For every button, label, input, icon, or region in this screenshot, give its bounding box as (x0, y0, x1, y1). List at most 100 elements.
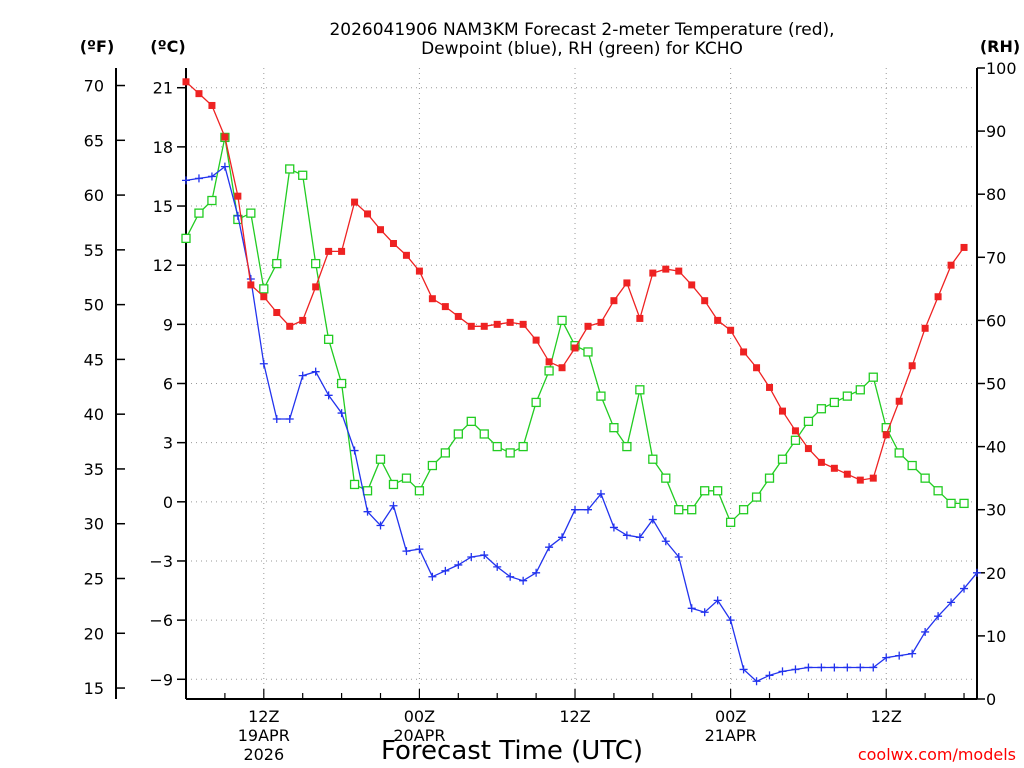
dewpoint-point (752, 677, 761, 686)
relative-humidity-point (336, 378, 347, 389)
temperature-point (364, 210, 372, 218)
dewpoint-point (973, 568, 981, 577)
temperature-point (208, 101, 216, 109)
temperature-point (312, 283, 320, 291)
temperature-point (221, 133, 229, 141)
relative-humidity-point (246, 208, 256, 218)
dewpoint-point (285, 414, 294, 423)
dewpoint-point (480, 551, 489, 560)
relative-humidity-point (440, 448, 450, 458)
relative-humidity-point (362, 486, 373, 496)
temperature-point (377, 226, 385, 234)
temperature-point (467, 322, 475, 330)
dewpoint-point (661, 537, 670, 546)
relative-humidity-point (907, 460, 917, 471)
dewpoint-point (337, 409, 346, 418)
temperature-point (234, 192, 242, 200)
credit-text: coolwx.com/models (858, 745, 1016, 764)
temperature-point (804, 445, 812, 453)
temperature-point (688, 281, 696, 289)
relative-humidity-point (713, 486, 723, 496)
relative-humidity-point (388, 479, 399, 490)
temperature-point (182, 78, 190, 86)
tick-labels: −9 −6 −3 0 3 6 9 12 15 18 21 15 20 25 30 35 40 45 50 55 60 65… (84, 59, 1017, 764)
dewpoint-point (402, 547, 411, 556)
relative-humidity-line (185, 137, 964, 524)
temperature-point (260, 293, 268, 301)
relative-humidity-point (596, 391, 606, 401)
dewpoint-point (493, 562, 502, 571)
relative-humidity-point (414, 486, 425, 496)
temperature-point (701, 297, 709, 305)
relative-humidity-point (661, 473, 671, 483)
dewpoint-point (519, 576, 528, 585)
temperature-point (714, 316, 722, 324)
rh-tick-label: 40 (986, 438, 1006, 457)
celsius-tick-label: 12 (153, 256, 173, 275)
dewpoint-point (467, 553, 476, 562)
relative-humidity-point (492, 441, 502, 452)
relative-humidity-point (959, 498, 969, 509)
dewpoint-point (921, 627, 930, 636)
dewpoint-point (259, 359, 268, 368)
temperature-point (195, 90, 203, 98)
x-tick-label: 00Z (715, 707, 746, 726)
x-tick-label: 00Z (404, 707, 435, 726)
relative-humidity-point (738, 505, 749, 515)
relative-humidity-point (375, 454, 386, 464)
relative-humidity-point (181, 233, 191, 244)
dewpoint-point (220, 162, 229, 171)
dewpoint-point (687, 604, 696, 613)
relative-humidity-point (622, 441, 632, 452)
dewpoint-point (532, 568, 541, 577)
dewpoint-point (622, 531, 631, 540)
dewpoint-point (830, 663, 839, 672)
temperature-point (299, 316, 307, 324)
celsius-unit-label: (ºC) (150, 37, 185, 56)
rh-tick-label: 10 (986, 627, 1006, 646)
temperature-point (843, 470, 851, 478)
celsius-tick-label: 6 (163, 375, 173, 394)
relative-humidity-point (518, 441, 528, 452)
dewpoint-point (454, 560, 463, 569)
temperature-point (402, 251, 410, 259)
dewpoint-point (506, 572, 515, 581)
dewpoint-point (596, 489, 605, 498)
relative-humidity-point (259, 284, 269, 294)
dewpoint-point (895, 651, 904, 660)
relative-humidity-point (557, 315, 567, 326)
relative-humidity-point (635, 385, 645, 395)
temperature-point (662, 265, 670, 273)
dewpoint-point (350, 446, 359, 455)
dewpoint-point (558, 533, 567, 542)
temperature-point (908, 362, 916, 370)
fahrenheit-tick-label: 40 (84, 405, 104, 424)
dewpoint-point (869, 663, 878, 672)
fahrenheit-tick-label: 45 (84, 350, 104, 369)
relative-humidity-point (648, 454, 658, 464)
temperature-point (428, 295, 436, 303)
temperature-point (740, 348, 748, 356)
dewpoint-point (298, 371, 307, 380)
temperature-point (766, 383, 774, 391)
data-series (181, 78, 981, 686)
dewpoint-point (571, 505, 580, 514)
celsius-tick-label: 3 (163, 434, 173, 453)
x-tick-year: 2026 (243, 745, 284, 764)
relative-humidity-point (829, 397, 840, 408)
dewpoint-point (843, 663, 852, 672)
relative-humidity-point (272, 258, 282, 269)
rh-tick-label: 90 (986, 122, 1006, 141)
rh-tick-label: 0 (986, 690, 996, 709)
temperature-point (441, 303, 449, 311)
temperature-point (636, 314, 644, 322)
celsius-tick-label: 0 (163, 493, 173, 512)
temperature-point (753, 364, 761, 372)
relative-humidity-point (842, 391, 852, 401)
temperature-point (247, 281, 255, 289)
temperature-point (895, 397, 903, 405)
fahrenheit-tick-label: 50 (84, 296, 104, 315)
celsius-tick-label: 9 (163, 315, 173, 334)
relative-humidity-point (609, 423, 619, 433)
